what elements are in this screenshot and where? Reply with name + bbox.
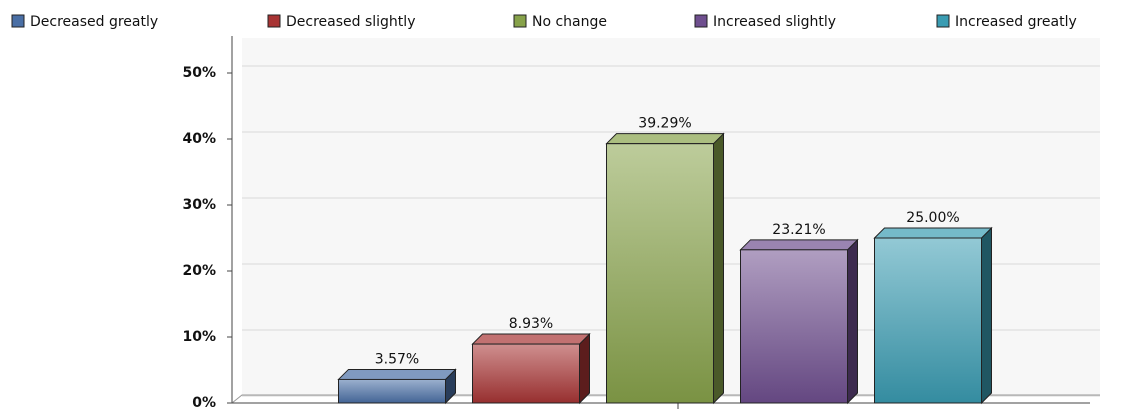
- legend-label: Increased slightly: [713, 14, 836, 30]
- bar-side: [981, 226, 992, 405]
- y-tick-label: 50%: [182, 65, 216, 81]
- bar-top: [605, 133, 725, 145]
- legend-swatch: [267, 14, 281, 28]
- bar-side: [579, 332, 590, 405]
- legend-label: No change: [532, 14, 607, 30]
- legend-swatch: [694, 14, 708, 28]
- bar-side: [847, 238, 858, 405]
- legend-swatch: [513, 14, 527, 28]
- legend-label: Decreased slightly: [286, 14, 415, 30]
- y-tick-label: 0%: [192, 395, 216, 411]
- bar: [338, 378, 446, 404]
- bar-top: [739, 239, 859, 251]
- bar: [874, 237, 982, 404]
- legend-swatch: [11, 14, 25, 28]
- legend-swatch: [936, 14, 950, 28]
- value-label: 39.29%: [638, 116, 691, 132]
- y-tick-label: 10%: [182, 329, 216, 345]
- bar-top: [471, 333, 591, 345]
- value-label: 25.00%: [906, 210, 959, 226]
- bar: [472, 343, 580, 404]
- bar-top: [337, 368, 457, 380]
- bar-top: [873, 227, 993, 239]
- y-tick-label: 20%: [182, 263, 216, 279]
- value-label: 23.21%: [772, 222, 825, 238]
- value-label: 3.57%: [375, 351, 419, 367]
- y-tick-label: 30%: [182, 197, 216, 213]
- y-tick-label: 40%: [182, 131, 216, 147]
- legend-label: Decreased greatly: [30, 14, 158, 30]
- bar: [740, 249, 848, 404]
- bar: [606, 143, 714, 404]
- legend-label: Increased greatly: [955, 14, 1077, 30]
- bar-side: [713, 132, 724, 405]
- value-label: 8.93%: [509, 316, 553, 332]
